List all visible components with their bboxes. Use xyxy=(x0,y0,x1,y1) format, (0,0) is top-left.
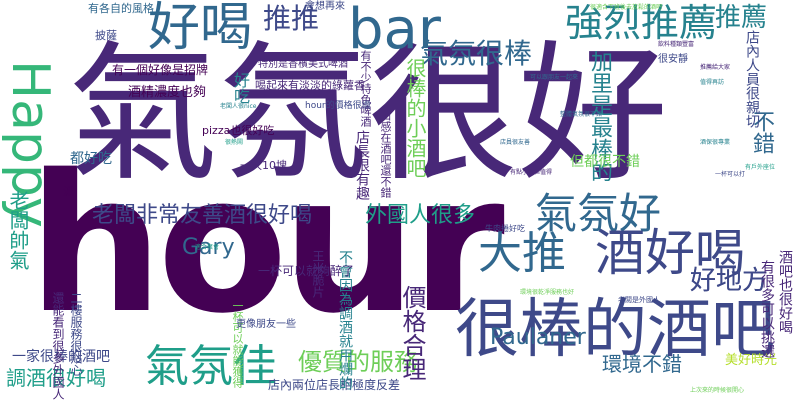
word: bar xyxy=(348,0,441,62)
word: 老闆人很nice xyxy=(220,103,257,110)
word: 老闆帥氣 xyxy=(6,190,30,270)
word: 美好時光 xyxy=(725,353,778,368)
word: 很棒的酒吧 xyxy=(455,293,775,367)
word: 優質的服務 xyxy=(298,348,418,376)
word: 飲料種類豐富 xyxy=(658,41,695,48)
word: 一杯可以打 xyxy=(715,171,746,178)
word: 加里是最棒的 xyxy=(587,50,612,182)
word: 有不少特色啤酒 xyxy=(359,50,372,127)
word: Paulaner xyxy=(490,325,586,350)
word: 一杯可以就能獲得 xyxy=(231,300,244,388)
word: 環境不錯 xyxy=(602,352,682,376)
word: 有各自的風格 xyxy=(88,2,154,15)
word: 好地方 xyxy=(690,266,769,296)
word: 強烈推薦 xyxy=(565,1,718,45)
word: 王米脆片 xyxy=(311,250,325,298)
word: 會想再來 xyxy=(305,1,345,12)
word: 口感在酒吧還不錯 xyxy=(379,110,392,198)
word: 酒精濃度也夠 xyxy=(128,85,207,100)
word: 一家很棒的酒吧 xyxy=(12,349,110,365)
word: 上次來的時候很開心 xyxy=(690,387,745,394)
word: 不會因為調酒就用爛的 xyxy=(337,250,353,390)
word: 披薩 xyxy=(95,29,117,42)
word: 酒吧也很好喝 xyxy=(777,250,793,334)
word: 好吃 xyxy=(231,72,250,104)
word: 還能看到很多外國人 xyxy=(51,292,65,400)
word: 店內兩位店長相極度反差 xyxy=(268,378,401,392)
word: 都好吃 xyxy=(70,151,112,167)
word: 價格合理 xyxy=(398,285,426,381)
word: 有點小貴但值得 xyxy=(510,169,553,176)
word: 值得再訪 xyxy=(700,79,725,86)
word: 適合聚會 xyxy=(195,244,220,251)
word: 氣氛很棒 xyxy=(420,37,533,70)
word: 牛肉捲好吃 xyxy=(485,224,525,233)
word: 推薦給大家 xyxy=(700,64,731,71)
word: 環境很乾淨服務也好 xyxy=(520,289,575,296)
word: 推推 xyxy=(263,2,320,35)
word: 大推 xyxy=(478,228,566,279)
word: 很熱鬧 xyxy=(225,139,244,146)
word: 店長很有趣 xyxy=(354,130,370,200)
word: hour的價格很讚 xyxy=(305,101,371,111)
word: 很適合下班後去放鬆的酒吧 xyxy=(590,4,663,11)
word: 一杯可以就夠醉了 xyxy=(258,264,355,278)
word: Happy xyxy=(0,60,60,228)
word: 特別是香檳美式啤酒 xyxy=(258,59,348,70)
word: pizza也很好吃 xyxy=(202,124,275,137)
word: 調酒很好喝 xyxy=(6,366,106,390)
word: 但都很不錯 xyxy=(570,154,640,170)
word: 有一個好像是招牌 xyxy=(112,63,209,77)
word: 一人10塊 xyxy=(240,159,287,172)
word: 酒好喝 xyxy=(595,224,745,282)
word: 外國人很多 xyxy=(365,203,476,228)
word: 更像朋友一些 xyxy=(236,319,296,330)
word: 氣氛好 xyxy=(535,189,662,238)
word: 不錯 xyxy=(749,110,774,154)
word: 派 xyxy=(63,185,74,198)
word: 可以跟朋友一起來 xyxy=(530,74,579,81)
word: Gary xyxy=(182,235,235,260)
word: 很安靜 xyxy=(658,54,688,65)
word: 店內人員很親切 xyxy=(744,30,760,128)
word: 推薦 xyxy=(715,3,768,33)
word: 老闆非常友善酒很好喝 xyxy=(92,203,313,228)
word: 整體氣氛很不錯 xyxy=(560,111,603,118)
word: hour xyxy=(28,134,505,355)
word: 喝起來有淡淡的綠蘿香 xyxy=(255,79,365,92)
word: 好地方 xyxy=(690,266,769,296)
word: 有戶外座位 xyxy=(745,164,776,171)
word: 氣氛很好 xyxy=(68,28,669,202)
word: 酒保很專業 xyxy=(700,139,731,146)
word: 氣氛佳 xyxy=(145,341,277,392)
word: 好喝 xyxy=(148,0,253,58)
word: 有很多可以挑選 xyxy=(759,260,775,358)
word: 很棒的小酒吧 xyxy=(403,58,427,178)
word: 二樓服務很貼心 xyxy=(69,292,83,376)
word: 店員很友善 xyxy=(500,139,531,146)
word: 老闆是外國人 xyxy=(618,296,660,304)
